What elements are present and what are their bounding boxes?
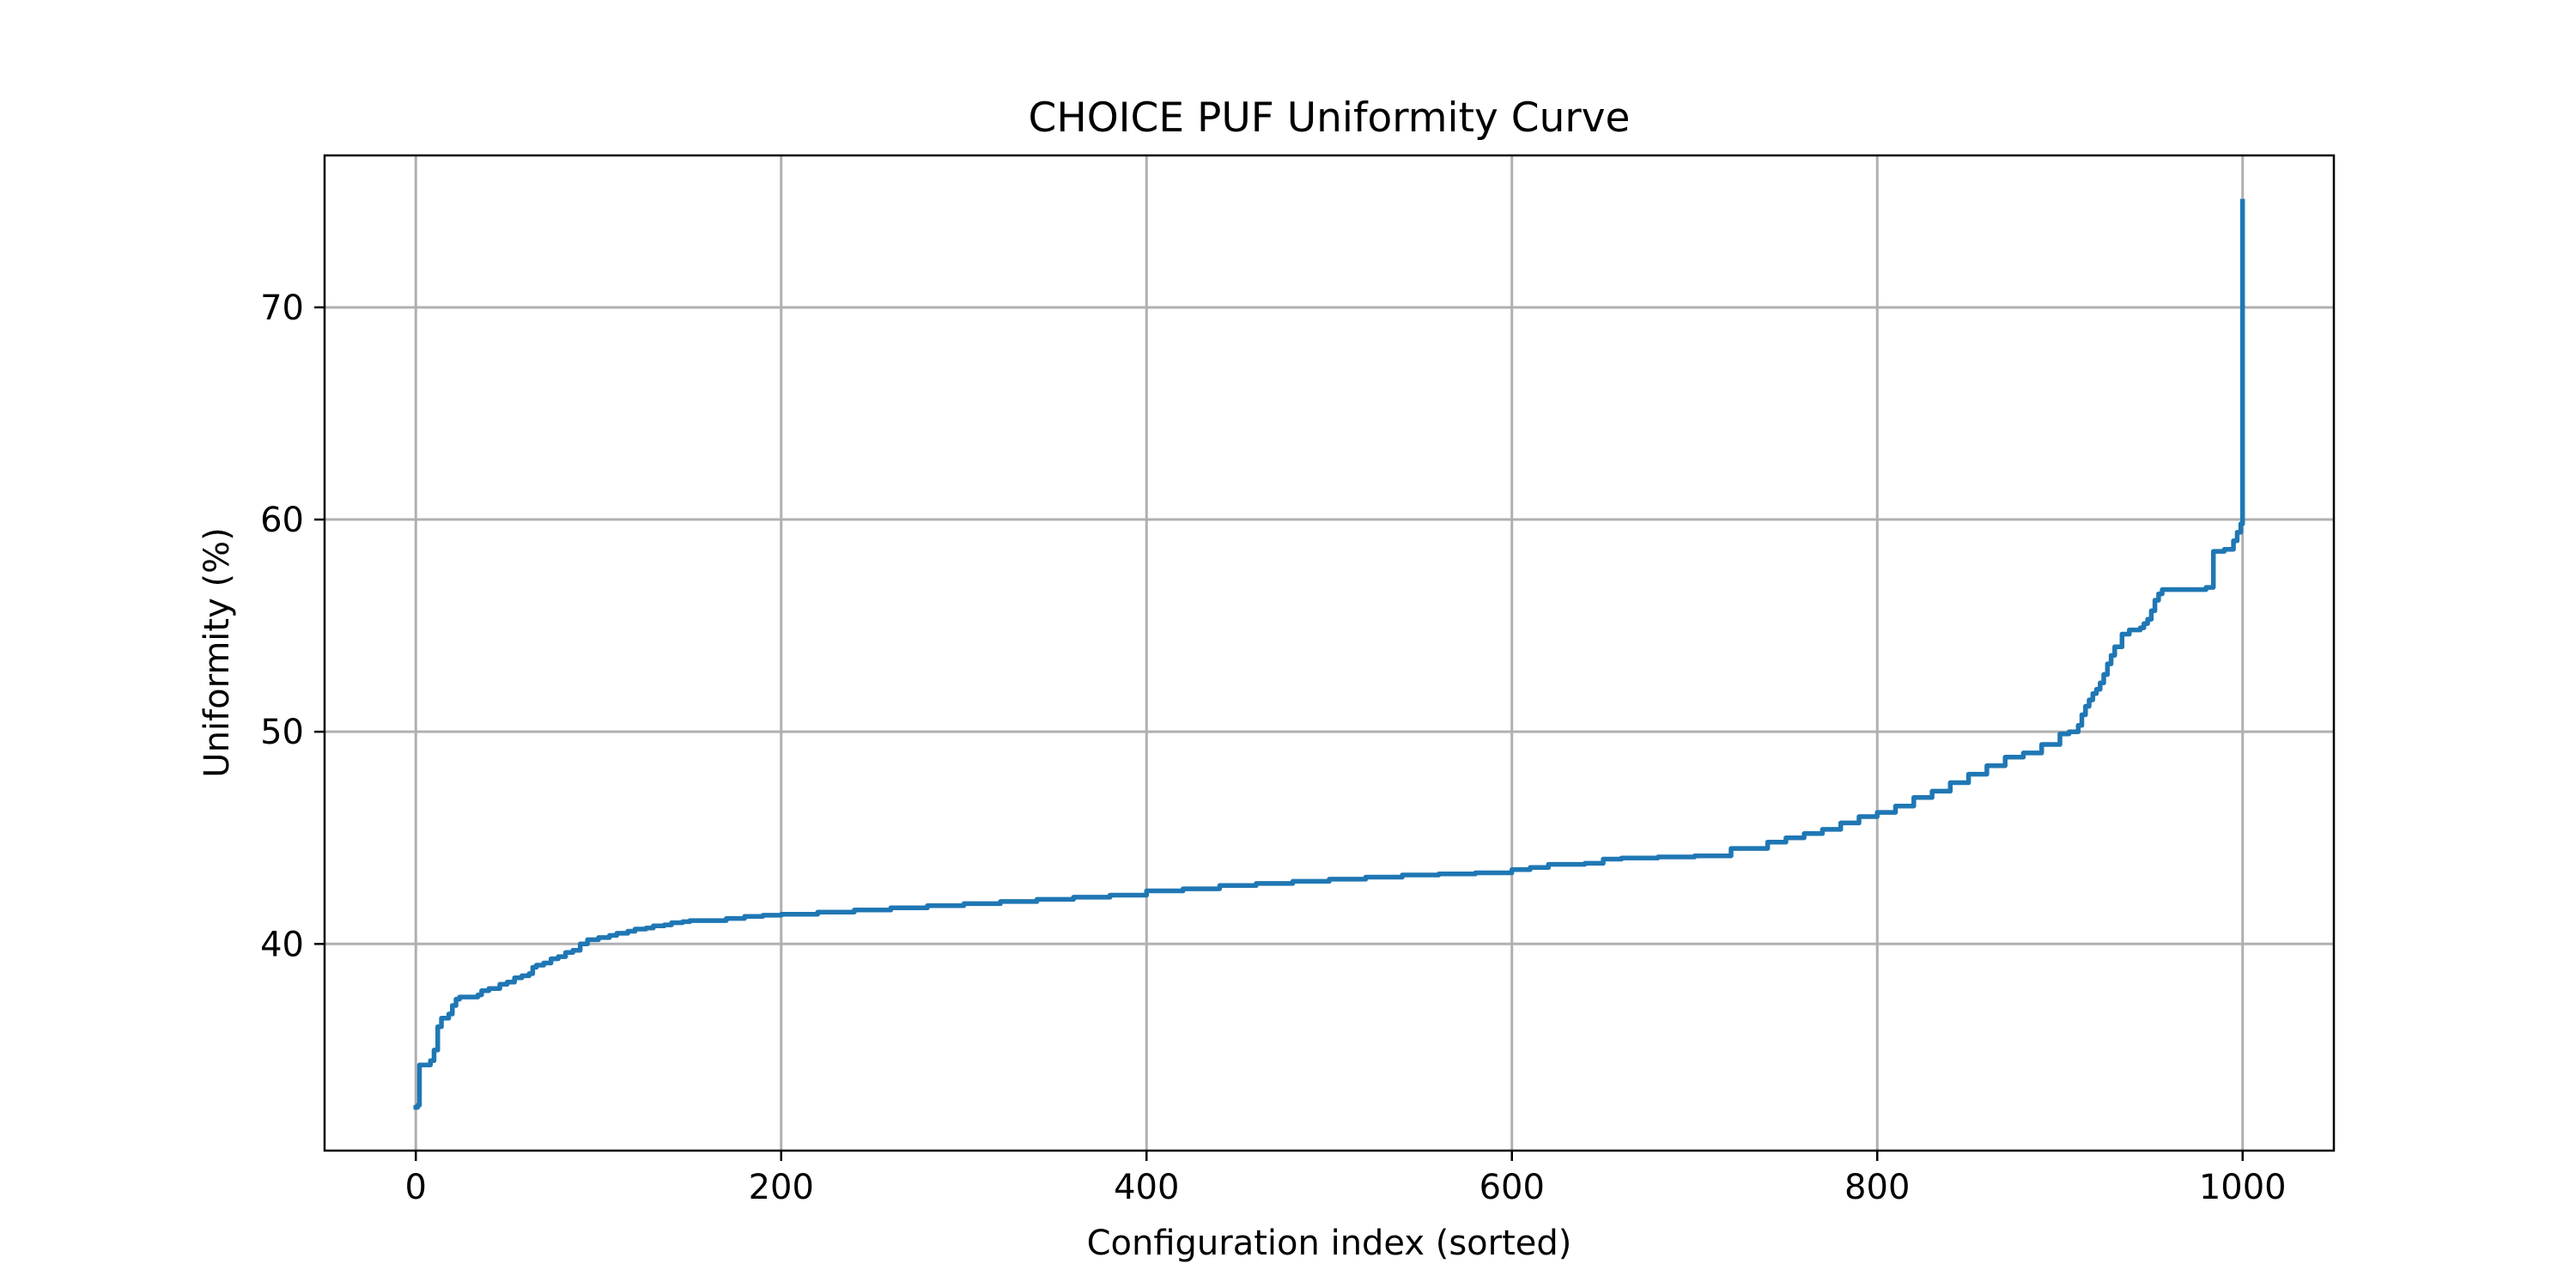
y-tick-label: 50 xyxy=(260,713,304,752)
x-tick-label: 800 xyxy=(1844,1168,1910,1207)
chart-title: CHOICE PUF Uniformity Curve xyxy=(1029,94,1631,142)
grid xyxy=(325,155,2334,1151)
uniformity-series-line xyxy=(413,198,2245,1110)
y-tick-label: 60 xyxy=(260,501,304,540)
x-tick-label: 600 xyxy=(1479,1168,1545,1207)
x-tick-label: 1000 xyxy=(2199,1168,2287,1207)
y-tick-label: 70 xyxy=(260,289,304,328)
series-group xyxy=(413,198,2245,1110)
plot-frame xyxy=(323,154,2336,1152)
x-tick-label: 0 xyxy=(405,1168,427,1207)
x-axis-ticks: 0 200 400 600 800 1000 xyxy=(405,1151,2287,1207)
y-axis-ticks: 40 50 60 70 xyxy=(260,289,325,964)
y-axis-label: Uniformity (%) xyxy=(197,527,237,777)
x-tick-label: 400 xyxy=(1114,1168,1179,1207)
x-tick-label: 200 xyxy=(749,1168,814,1207)
x-axis-label: Configuration index (sorted) xyxy=(1087,1224,1572,1263)
y-tick-label: 40 xyxy=(260,925,304,964)
